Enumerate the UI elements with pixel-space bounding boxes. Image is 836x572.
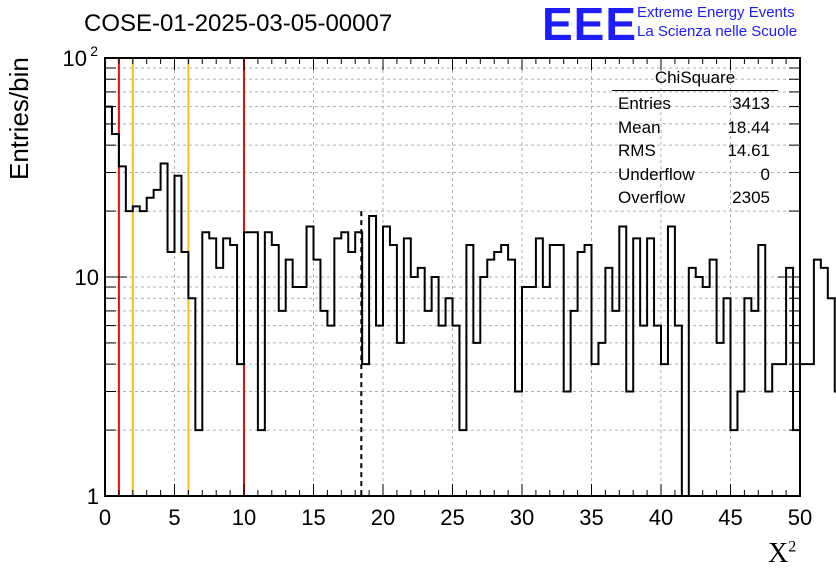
stats-label: Mean — [618, 117, 661, 137]
x-tick-label: 25 — [440, 505, 464, 530]
logo-line-1: Extreme Energy Events — [637, 4, 795, 21]
x-tick-label: 40 — [649, 505, 673, 530]
stats-value: 18.44 — [727, 117, 770, 137]
stats-row-overflow: Overflow 2305 — [612, 186, 778, 210]
x-tick-label: 30 — [510, 505, 534, 530]
stats-label: Entries — [618, 94, 671, 113]
stats-row-entries: Entries 3413 — [612, 92, 778, 116]
stats-value: 14.61 — [727, 141, 770, 160]
y-tick-label-base: 10 — [63, 46, 87, 71]
x-axis-label: X2 — [768, 538, 796, 570]
stats-row-underflow: Underflow 0 — [612, 163, 778, 187]
x-tick-label: 50 — [788, 505, 812, 530]
x-tick-labels: 0 5 10 15 20 25 30 35 40 45 50 — [99, 505, 812, 530]
x-tick-label: 20 — [371, 505, 395, 530]
x-tick-label: 35 — [579, 505, 603, 530]
histogram-series — [104, 105, 836, 497]
x-axis-label-base: X — [768, 538, 789, 569]
stats-box: ChiSquare Entries 3413 Mean 18.44 RMS 14.61 Un… — [612, 68, 778, 210]
stats-value: 2305 — [732, 188, 770, 207]
stats-value: 3413 — [732, 94, 770, 113]
y-tick-label: 10 — [63, 46, 87, 71]
chart-title: COSE-01-2025-03-05-00007 — [84, 10, 393, 37]
y-tick-label-sup: 2 — [90, 43, 98, 59]
stats-label: Overflow — [618, 188, 686, 207]
y-axis-label: Entries/bin — [4, 57, 34, 180]
stats-row-mean: Mean 18.44 — [612, 116, 778, 140]
x-tick-label: 5 — [168, 505, 180, 530]
stats-rows: Entries 3413 Mean 18.44 RMS 14.61 Underflow 0 Ov… — [612, 92, 778, 210]
x-tick-label: 15 — [301, 505, 325, 530]
axis-ticks — [104, 57, 801, 497]
x-tick-label: 45 — [718, 505, 742, 530]
x-tick-label: 0 — [99, 505, 111, 530]
stats-title: ChiSquare — [612, 68, 778, 91]
y-tick-label: 1 — [87, 484, 99, 509]
stats-label: Underflow — [618, 164, 695, 184]
x-tick-label: 10 — [232, 505, 256, 530]
eee-logo-mark: EEE — [542, 0, 638, 50]
stats-value: 0 — [760, 164, 770, 184]
logo-line-2: La Scienza nelle Scuole — [637, 23, 798, 40]
stats-row-rms: RMS 14.61 — [612, 139, 778, 163]
stats-label: RMS — [618, 141, 656, 160]
y-tick-label: 10 — [75, 265, 99, 290]
x-axis-label-sup: 2 — [788, 538, 797, 556]
reference-lines — [117, 58, 363, 496]
